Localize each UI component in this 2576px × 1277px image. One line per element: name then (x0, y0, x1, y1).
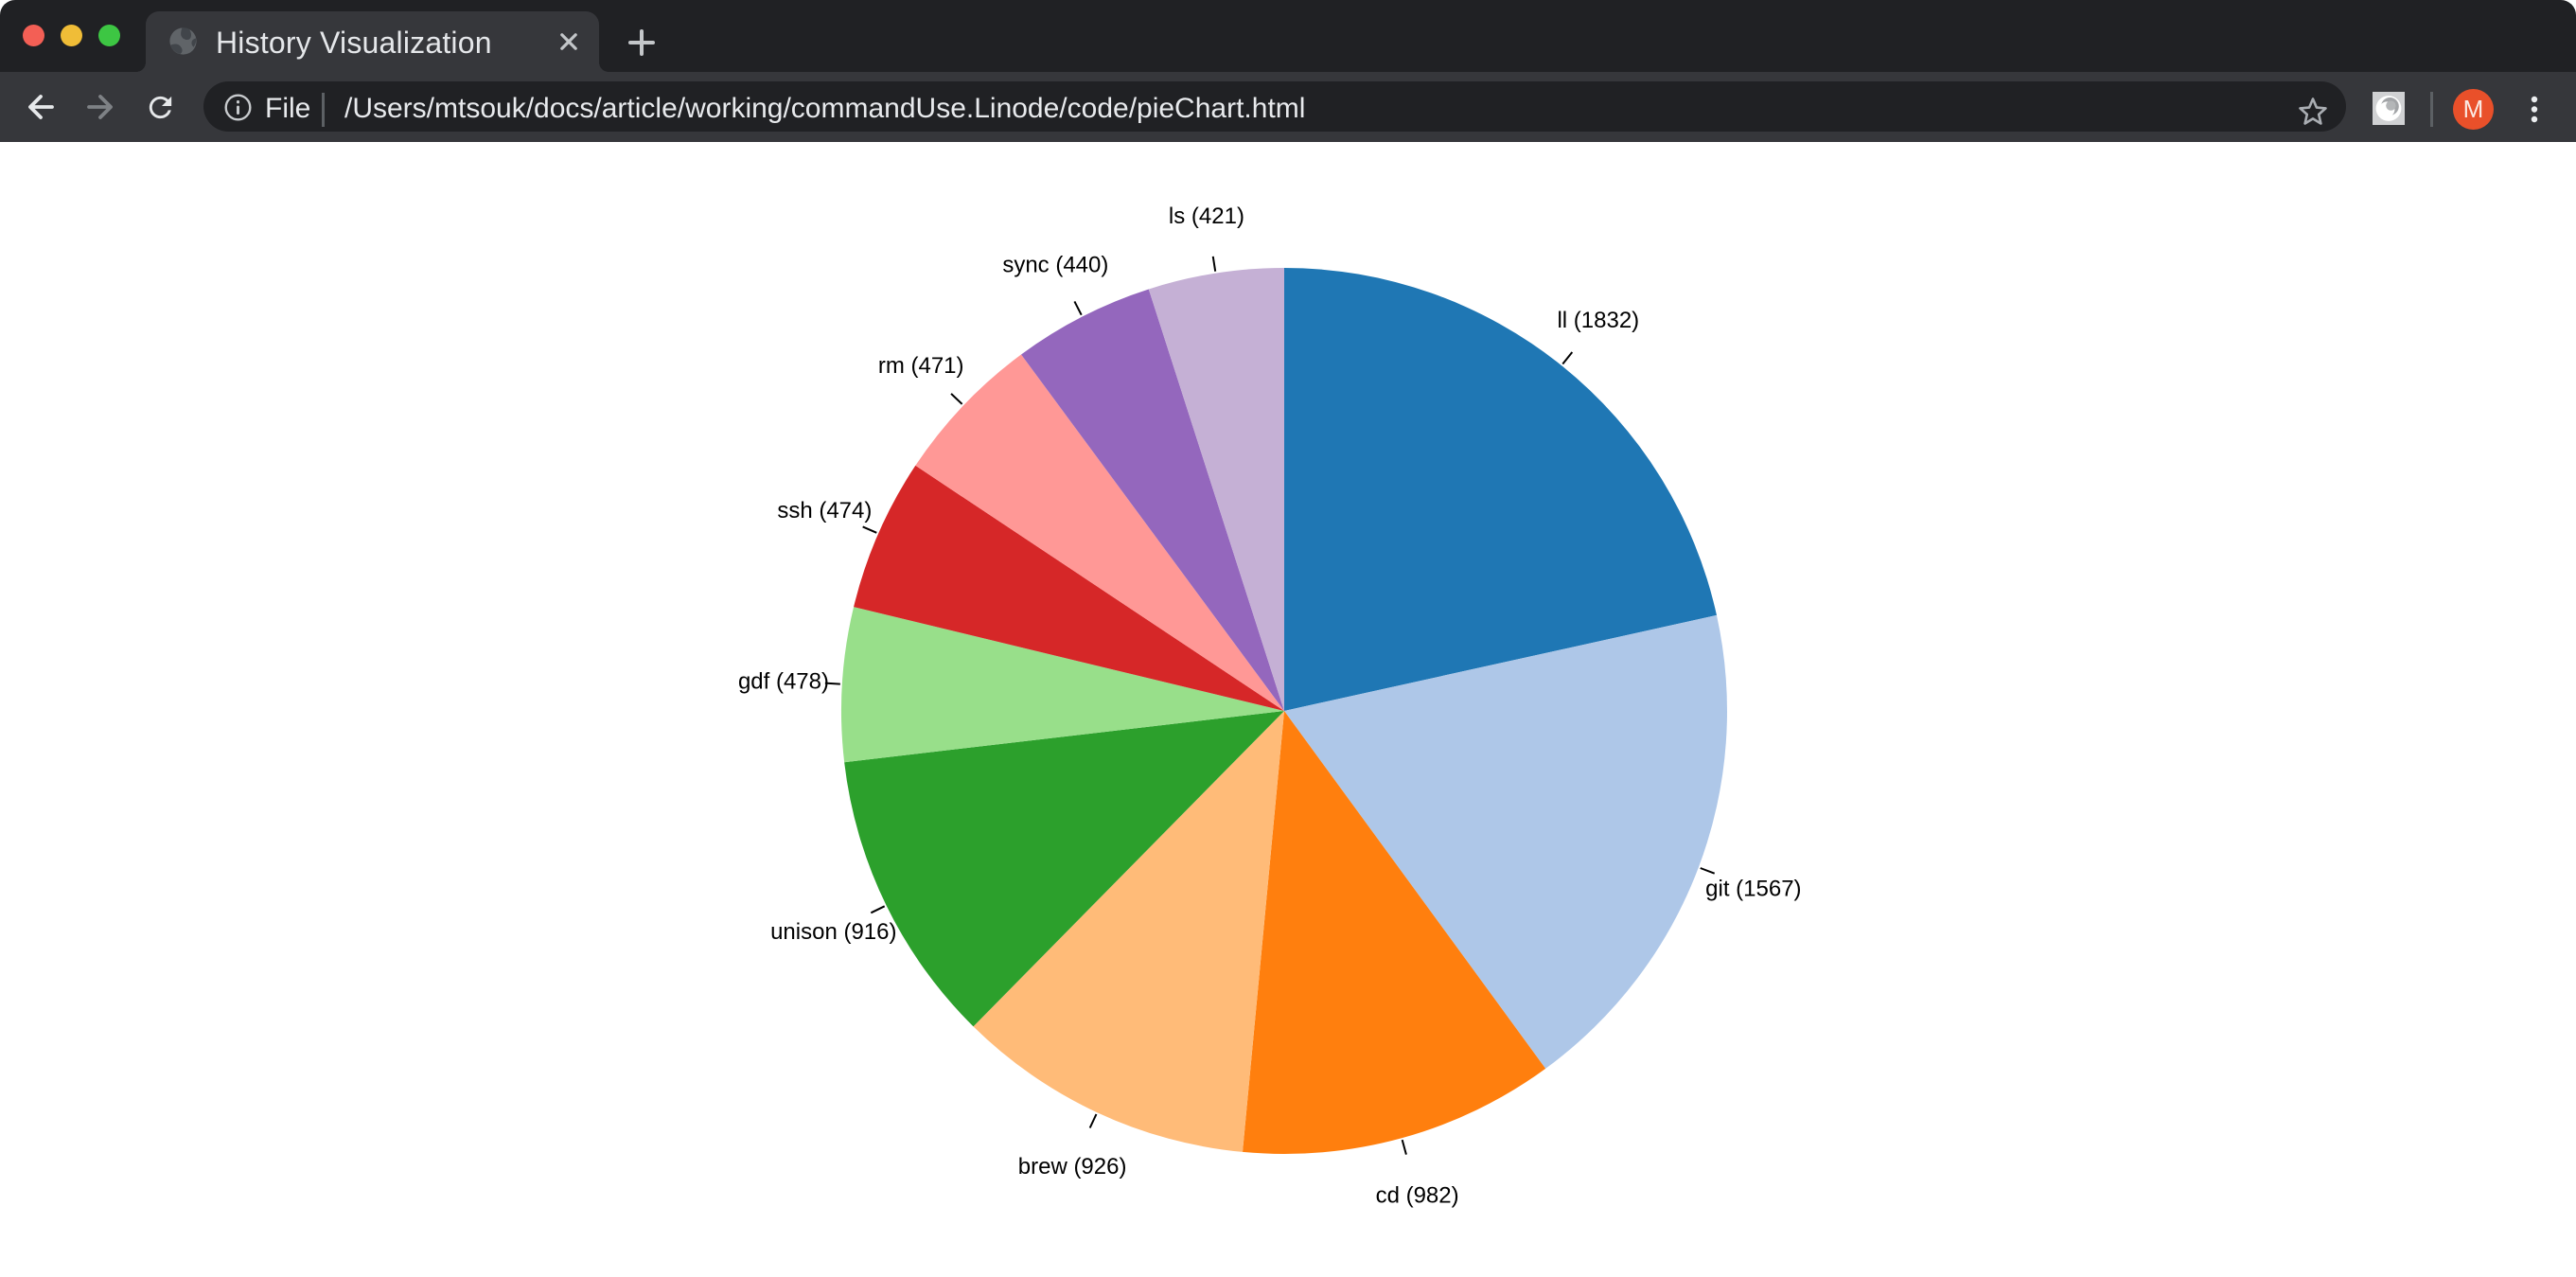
svg-text:ssh (474): ssh (474) (777, 498, 872, 523)
svg-text:ls (421): ls (421) (1169, 204, 1244, 229)
svg-text:rm (471): rm (471) (878, 353, 964, 379)
svg-text:git (1567): git (1567) (1705, 877, 1801, 902)
svg-text:sync (440): sync (440) (1002, 253, 1108, 278)
svg-text:brew (926): brew (926) (1018, 1154, 1127, 1179)
svg-text:gdf (478): gdf (478) (738, 668, 829, 694)
svg-text:ll (1832): ll (1832) (1557, 308, 1639, 333)
svg-text:unison (916): unison (916) (770, 919, 896, 945)
svg-text:cd (982): cd (982) (1376, 1182, 1459, 1208)
